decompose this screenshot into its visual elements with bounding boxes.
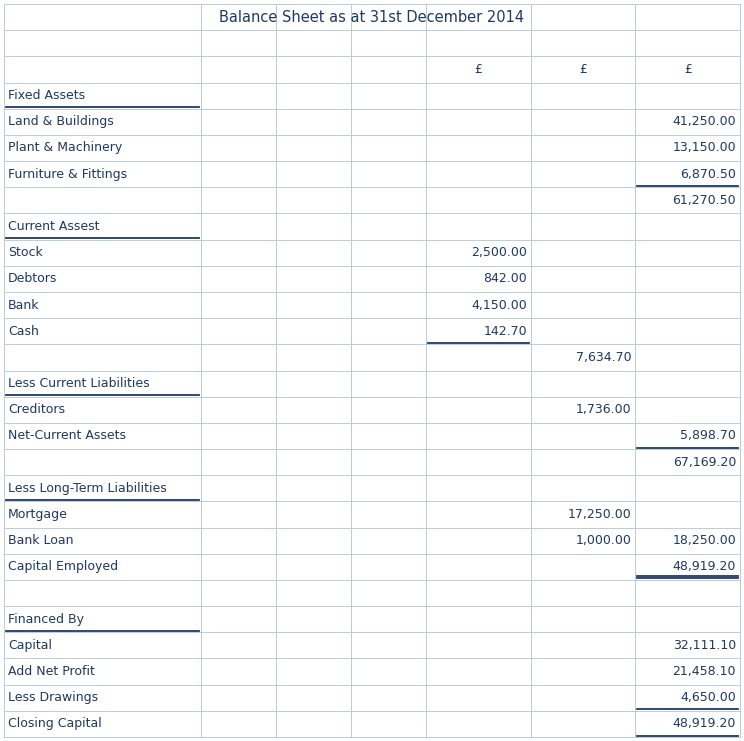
Text: Debtors: Debtors [8,273,57,285]
Text: 6,870.50: 6,870.50 [680,167,736,181]
Text: Cash: Cash [8,325,39,338]
Text: 48,919.20: 48,919.20 [673,717,736,731]
Text: 18,250.00: 18,250.00 [673,534,736,547]
Text: Current Assest: Current Assest [8,220,100,233]
Text: 13,150.00: 13,150.00 [673,142,736,154]
Text: 142.70: 142.70 [484,325,527,338]
Text: 48,919.20: 48,919.20 [673,560,736,574]
Text: Less Drawings: Less Drawings [8,691,98,704]
Text: £: £ [684,63,692,76]
Text: Stock: Stock [8,246,42,259]
Text: Balance Sheet as at 31st December 2014: Balance Sheet as at 31st December 2014 [219,10,525,24]
Text: Less Long-Term Liabilities: Less Long-Term Liabilities [8,482,167,495]
Text: 2,500.00: 2,500.00 [471,246,527,259]
Text: 4,650.00: 4,650.00 [680,691,736,704]
Text: Capital Employed: Capital Employed [8,560,118,574]
Text: Net-Current Assets: Net-Current Assets [8,430,126,442]
Text: £: £ [475,63,483,76]
Text: Bank: Bank [8,299,39,311]
Text: Plant & Machinery: Plant & Machinery [8,142,122,154]
Text: Less Current Liabilities: Less Current Liabilities [8,377,150,390]
Text: 5,898.70: 5,898.70 [680,430,736,442]
Text: 1,000.00: 1,000.00 [576,534,632,547]
Text: £: £ [580,63,587,76]
Text: 21,458.10: 21,458.10 [673,665,736,678]
Text: Add Net Profit: Add Net Profit [8,665,95,678]
Text: Fixed Assets: Fixed Assets [8,89,85,102]
Text: 41,250.00: 41,250.00 [673,116,736,128]
Text: 1,736.00: 1,736.00 [576,403,632,416]
Text: Mortgage: Mortgage [8,508,68,521]
Text: Financed By: Financed By [8,613,84,625]
Text: 842.00: 842.00 [483,273,527,285]
Text: 17,250.00: 17,250.00 [568,508,632,521]
Text: Closing Capital: Closing Capital [8,717,102,731]
Text: 7,634.70: 7,634.70 [576,351,632,364]
Text: Bank Loan: Bank Loan [8,534,74,547]
Text: Furniture & Fittings: Furniture & Fittings [8,167,127,181]
Text: 4,150.00: 4,150.00 [471,299,527,311]
Text: Creditors: Creditors [8,403,65,416]
Text: 32,111.10: 32,111.10 [673,639,736,652]
Text: 61,270.50: 61,270.50 [673,194,736,207]
Text: Capital: Capital [8,639,52,652]
Text: Land & Buildings: Land & Buildings [8,116,114,128]
Text: 67,169.20: 67,169.20 [673,456,736,468]
